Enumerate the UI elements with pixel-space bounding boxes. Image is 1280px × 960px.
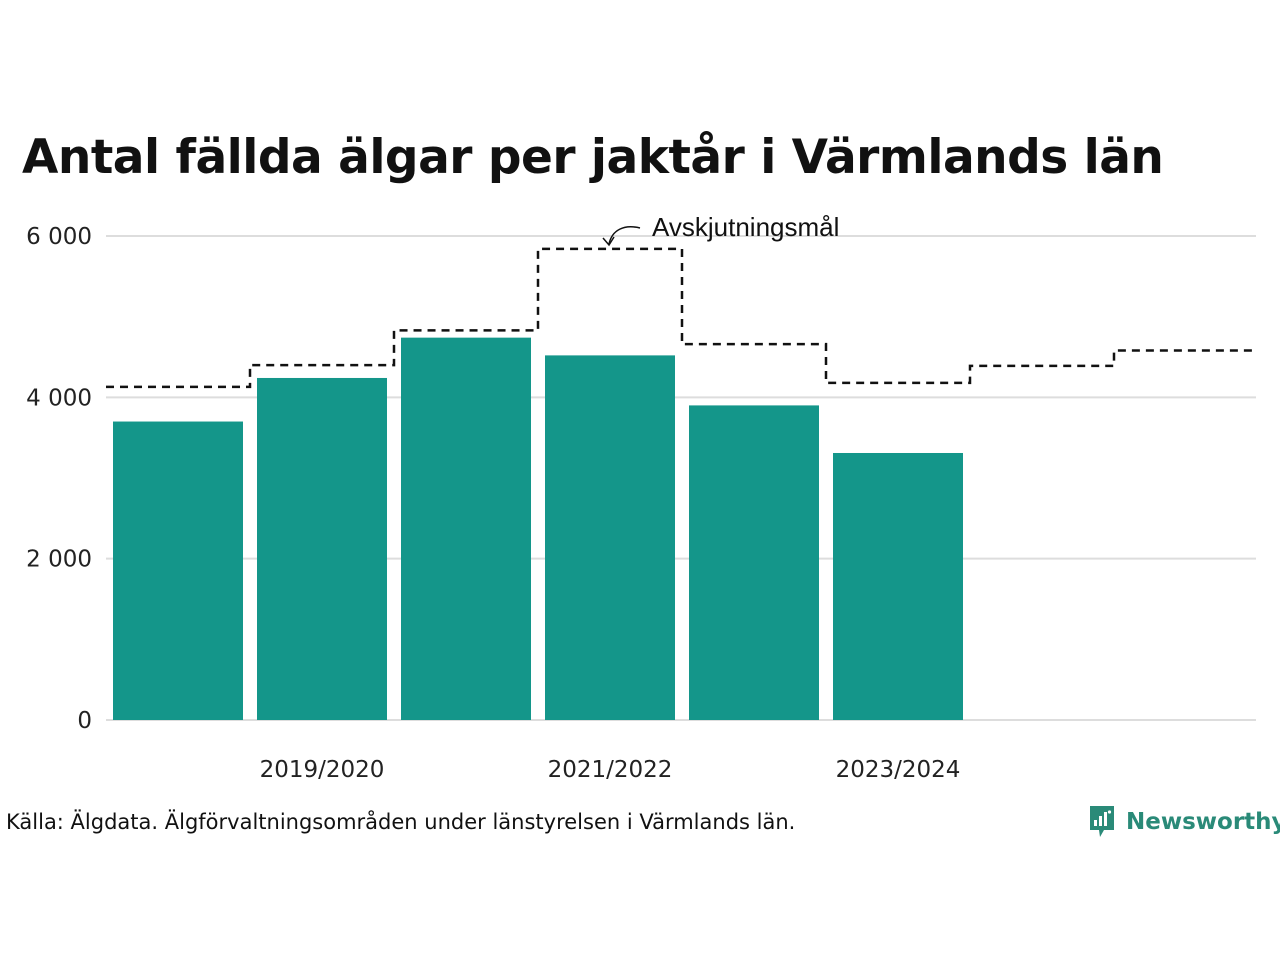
bar [401,337,531,720]
annotation-arrow [608,226,641,245]
bar [257,377,387,720]
brand-name: Newsworthy [1126,809,1280,835]
brand-logo: Newsworthy [1088,804,1280,840]
chart-title: Antal fällda älgar per jaktår i Värmland… [22,130,1164,185]
x-axis-ticks: 2019/2020 2021/2022 2023/2024 [260,757,961,783]
bar [833,452,963,720]
y-tick-label: 6 000 [26,224,92,250]
bar [113,421,243,720]
y-tick-label: 0 [77,708,92,734]
bars [113,337,963,720]
x-tick-label: 2023/2024 [836,757,961,783]
goal-line [106,247,1256,389]
annotation-arrowhead [602,236,615,247]
bar [545,355,675,720]
bar [689,405,819,720]
newsworthy-logo-icon [1090,806,1114,837]
y-axis-ticks: 0 2 000 4 000 6 000 [26,224,92,734]
x-tick-label: 2019/2020 [260,757,385,783]
annotation-label: Avskjutningsmål [652,212,839,242]
y-tick-label: 4 000 [26,385,92,411]
source-note: Källa: Älgdata. Älgförvaltningsområden u… [6,810,796,834]
x-tick-label: 2021/2022 [548,757,673,783]
y-tick-label: 2 000 [26,547,92,573]
annotation: Avskjutningsmål [602,212,839,247]
goal-step-line [106,247,1256,389]
